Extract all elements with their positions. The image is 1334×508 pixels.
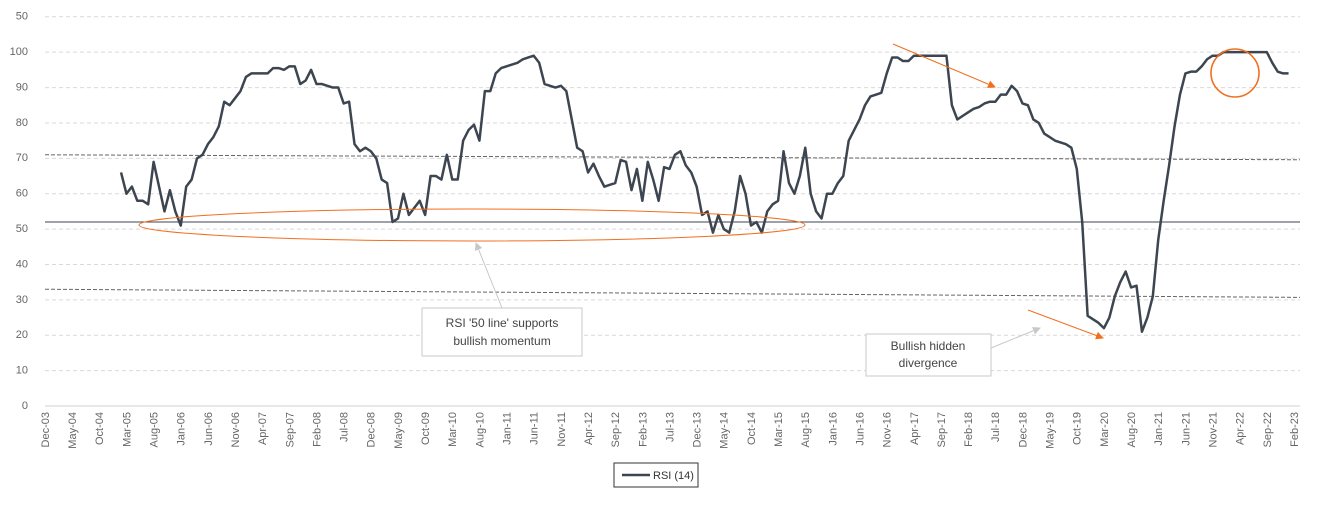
x-tick-label: Jun-21: [1180, 412, 1192, 446]
x-tick-label: Dec-13: [692, 412, 704, 447]
x-tick-label: Apr-22: [1235, 412, 1247, 445]
annotation-text: divergence: [899, 356, 958, 370]
x-tick-label: Oct-09: [420, 412, 432, 445]
x-tick-label: May-14: [719, 412, 731, 449]
reference-line: [44, 288, 1301, 298]
y-tick-label: 10: [16, 365, 28, 377]
rsi-line: [119, 50, 1289, 333]
x-tick-label: Jan-21: [1153, 412, 1165, 446]
x-tick-label: Nov-16: [882, 412, 894, 447]
x-tick-label: Aug-10: [474, 412, 486, 447]
arrow: [892, 43, 996, 88]
x-tick-label: Aug-05: [149, 412, 161, 447]
annotation-box: [865, 333, 992, 377]
y-tick-label: 30: [16, 294, 28, 306]
x-tick-label: Feb-08: [311, 412, 323, 447]
y-tick-label: 20: [16, 329, 28, 341]
y-tick-label: 50: [16, 223, 28, 235]
annotation-box: [421, 307, 583, 357]
x-tick-label: Dec-03: [40, 412, 52, 447]
x-tick-label: May-09: [393, 412, 405, 449]
y-tick-label: 0: [22, 400, 28, 412]
x-tick-label: Dec-08: [366, 412, 378, 447]
x-tick-label: Nov-06: [230, 412, 242, 447]
x-tick-label: May-04: [67, 412, 79, 449]
x-tick-label: Nov-11: [556, 412, 568, 447]
x-tick-label: Feb-13: [637, 412, 649, 447]
arrow: [990, 326, 1041, 349]
x-tick-label: Feb-18: [963, 412, 975, 447]
x-tick-label: Jan-06: [176, 412, 188, 446]
arrow: [1027, 309, 1104, 340]
x-tick-label: Oct-04: [94, 412, 106, 445]
y-tick-label: 50: [16, 11, 28, 23]
x-tick-label: Aug-15: [800, 412, 812, 447]
legend: RSI (14): [613, 462, 699, 488]
x-tick-label: Jun-06: [203, 412, 215, 446]
x-tick-label: Sep-17: [936, 412, 948, 447]
y-tick-label: 60: [16, 188, 28, 200]
annotation-text: Bullish hidden: [891, 339, 966, 353]
x-tick-label: Jul-18: [990, 412, 1002, 442]
x-tick-label: Mar-15: [773, 412, 785, 447]
x-tick-label: Apr-12: [583, 412, 595, 445]
x-tick-label: Nov-21: [1207, 412, 1219, 447]
highlight-circle: [1210, 48, 1260, 98]
y-tick-label: 80: [16, 117, 28, 129]
x-tick-label: Sep-22: [1262, 412, 1274, 447]
plot: [44, 50, 1301, 333]
annotation-text: RSI '50 line' supports: [446, 316, 559, 330]
x-tick-label: Oct-19: [1072, 412, 1084, 445]
reference-line: [44, 154, 1301, 161]
y-tick-label: 100: [10, 46, 28, 58]
x-tick-label: Jun-16: [854, 412, 866, 446]
x-tick-label: Jun-11: [529, 412, 541, 445]
annotation: Bullish hidden divergence: [865, 333, 992, 377]
y-tick-label: 90: [16, 81, 28, 93]
x-tick-label: Jan-11: [501, 412, 513, 445]
x-tick-label: May-19: [1045, 412, 1057, 449]
annotation-text: bullish momentum: [453, 334, 550, 348]
x-tick-label: Jul-08: [339, 412, 351, 442]
x-tick-label: Oct-14: [746, 412, 758, 445]
annotation: RSI '50 line' supports bullish momentum: [421, 307, 583, 357]
x-tick-label: Mar-10: [447, 412, 459, 447]
x-tick-label: Feb-23: [1289, 412, 1301, 447]
y-tick-label: 40: [16, 258, 28, 270]
x-tick-label: Mar-20: [1099, 412, 1111, 447]
arrow: [474, 242, 503, 309]
x-tick-label: Apr-17: [909, 412, 921, 445]
x-tick-label: Aug-20: [1126, 412, 1138, 447]
x-tick-label: Apr-07: [257, 412, 269, 445]
x-tick-label: Sep-12: [610, 412, 622, 447]
grid: 0 10 20 30 40 50 60 70 80 90 100 50 Dec-03 May-04 Oct-…: [10, 11, 1301, 449]
x-tick-label: Mar-05: [121, 412, 133, 447]
y-tick-label: 70: [16, 152, 28, 164]
x-tick-label: Sep-07: [284, 412, 296, 447]
highlight-ellipse: [138, 208, 806, 242]
x-tick-label: Dec-18: [1017, 412, 1029, 447]
legend-label: RSI (14): [653, 470, 694, 482]
x-tick-label: Jan-16: [827, 412, 839, 446]
x-tick-label: Jul-13: [664, 412, 676, 442]
